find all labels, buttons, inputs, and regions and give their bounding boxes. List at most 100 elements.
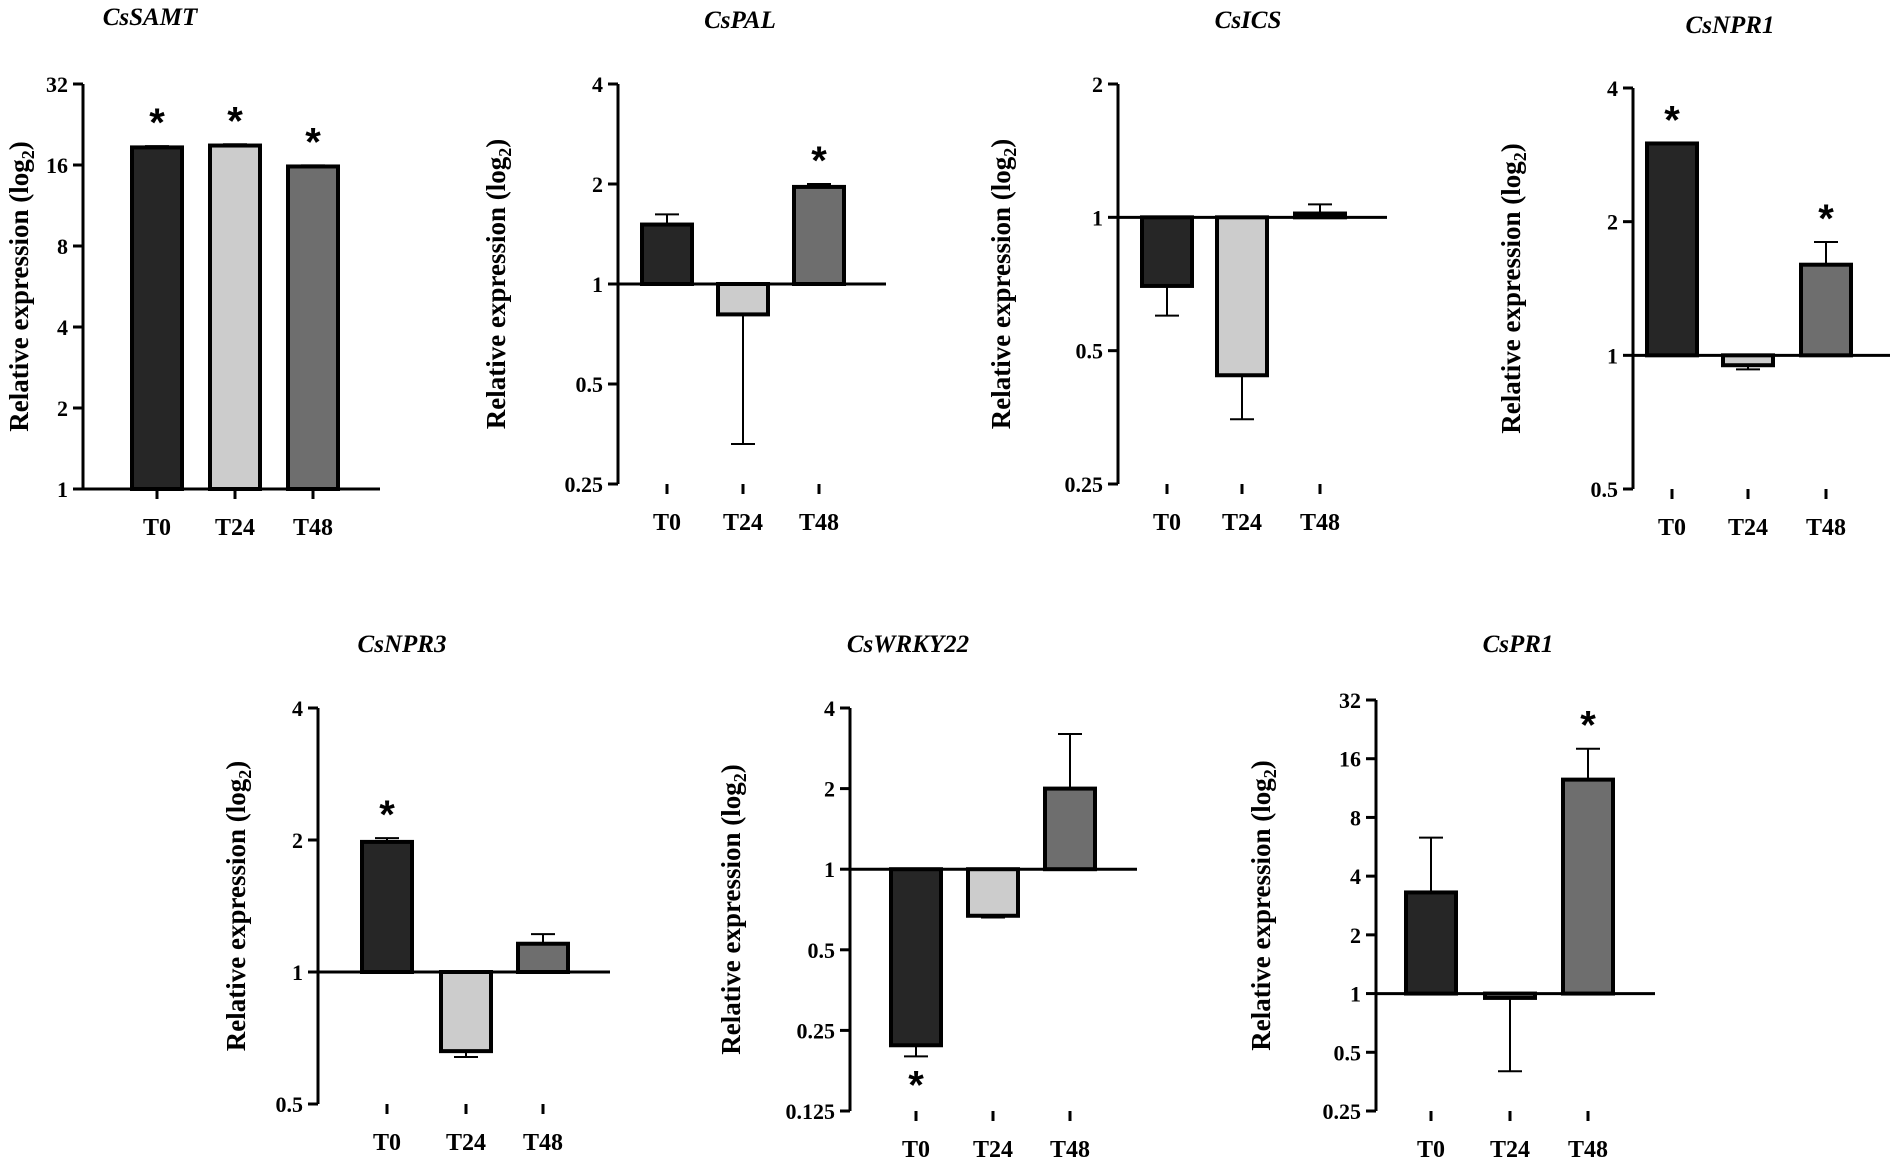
- y-tick-label: 1: [592, 272, 603, 297]
- y-tick-label: 2: [824, 777, 835, 802]
- y-axis-title: Relative expression (log2): [221, 761, 255, 1051]
- chart-panel-cswrky22: CsWRKY22 Relative expression (log2) 0.125 0…: [716, 631, 1137, 1163]
- y-tick-label: 4: [824, 696, 835, 721]
- significance-star: *: [908, 1063, 924, 1107]
- x-tick-label: T24: [1490, 1137, 1530, 1163]
- x-tick-label: T0: [1153, 510, 1181, 536]
- y-tick-label: 4: [592, 72, 603, 97]
- chart-title: CsNPR3: [358, 631, 447, 658]
- y-axis-title: Relative expression (log2): [716, 764, 750, 1054]
- y-tick-label: 2: [1607, 210, 1618, 235]
- y-axis-title: Relative expression (log2): [481, 139, 515, 429]
- x-tick-label: T0: [143, 515, 171, 541]
- chart-panel-csics: CsICS Relative expression (log2) 0.25 0.5 1 2…: [986, 7, 1387, 536]
- significance-star: *: [227, 99, 243, 143]
- x-tick-label: T0: [1417, 1137, 1445, 1163]
- chart-title: CsSAMT: [103, 4, 199, 31]
- bar-t0: [360, 839, 414, 974]
- y-tick-label: 0.5: [276, 1092, 304, 1117]
- y-tick-label: 0.5: [576, 372, 604, 397]
- y-tick-label: 32: [46, 72, 68, 97]
- chart-title: CsNPR1: [1686, 12, 1775, 39]
- significance-star: *: [1818, 197, 1834, 241]
- chart-title: CsPR1: [1483, 631, 1554, 658]
- y-tick-label: 4: [1350, 864, 1361, 889]
- y-axis-title: Relative expression (log2): [1246, 760, 1280, 1050]
- chart-title: CsPAL: [704, 7, 776, 34]
- x-tick-label: T24: [1728, 515, 1768, 541]
- bar-t48: [286, 164, 340, 491]
- y-axis-title: Relative expression (log2): [986, 139, 1020, 429]
- y-axis-title: Relative expression (log2): [1496, 143, 1530, 433]
- y-tick-label: 16: [46, 153, 68, 178]
- y-tick-label: 0.5: [1334, 1040, 1362, 1065]
- y-tick-label: 1: [1350, 982, 1361, 1007]
- x-tick-label: T48: [523, 1130, 563, 1156]
- y-tick-label: 0.25: [1323, 1099, 1362, 1124]
- y-tick-label: 0.25: [565, 472, 604, 497]
- bar-t24: [1215, 215, 1269, 378]
- x-tick-label: T48: [1568, 1137, 1608, 1163]
- x-tick-label: T48: [799, 510, 839, 536]
- y-tick-label: 16: [1339, 747, 1361, 772]
- chart-panel-cspr1: CsPR1 Relative expression (log2) 0.25 0.5 1 2…: [1246, 631, 1655, 1163]
- y-tick-label: 4: [57, 315, 68, 340]
- x-tick-label: T24: [446, 1130, 486, 1156]
- x-tick-label: T0: [373, 1130, 401, 1156]
- bar-t48: [1043, 786, 1097, 872]
- x-tick-label: T48: [1806, 515, 1846, 541]
- y-tick-label: 8: [1350, 805, 1361, 830]
- bar-t48: [792, 184, 846, 286]
- x-tick-label: T24: [973, 1137, 1013, 1163]
- chart-panel-cssamt: CsSAMT Relative expression (log2) 1 2 4 8 16 32…: [4, 4, 380, 541]
- chart-title: CsICS: [1215, 7, 1282, 34]
- chart-title: CsWRKY22: [847, 631, 969, 658]
- bar-t48: [516, 941, 570, 975]
- y-tick-label: 1: [1607, 343, 1618, 368]
- y-tick-label: 1: [57, 477, 68, 502]
- significance-star: *: [149, 101, 165, 145]
- x-tick-label: T0: [653, 510, 681, 536]
- bar-t24: [439, 970, 493, 1054]
- y-tick-label: 1: [292, 960, 303, 985]
- chart-panel-csnpr1: CsNPR1 Relative expression (log2) 0.5 1 2 4 T0…: [1496, 12, 1890, 541]
- y-tick-label: 0.25: [1065, 472, 1104, 497]
- bar-t0: [889, 867, 943, 1048]
- chart-panel-cspal: CsPAL Relative expression (log2) 0.25 0.5 1 2…: [481, 7, 886, 536]
- significance-star: *: [1580, 704, 1596, 748]
- y-tick-label: 8: [57, 234, 68, 259]
- y-tick-label: 2: [57, 396, 68, 421]
- bar-t24: [208, 143, 262, 491]
- y-tick-label: 0.25: [797, 1018, 836, 1043]
- y-tick-label: 2: [592, 172, 603, 197]
- significance-star: *: [379, 793, 395, 837]
- y-tick-label: 1: [1092, 205, 1103, 230]
- bar-t0: [640, 222, 694, 287]
- bar-t24: [716, 282, 770, 317]
- x-tick-label: T0: [1658, 515, 1686, 541]
- bar-t0: [130, 145, 184, 492]
- y-tick-label: 32: [1339, 688, 1361, 713]
- x-tick-label: T24: [215, 515, 255, 541]
- chart-panel-csnpr3: CsNPR3 Relative expression (log2) 0.5 1 2 4 T0…: [221, 631, 610, 1156]
- y-tick-label: 4: [292, 696, 303, 721]
- y-tick-label: 2: [1092, 72, 1103, 97]
- y-tick-label: 2: [292, 828, 303, 853]
- y-tick-label: 0.5: [1076, 339, 1104, 364]
- y-axis-title: Relative expression (log2): [4, 141, 38, 431]
- significance-star: *: [305, 120, 321, 164]
- y-tick-label: 0.5: [808, 938, 836, 963]
- y-tick-label: 1: [824, 857, 835, 882]
- y-tick-label: 0.125: [786, 1099, 836, 1124]
- x-tick-label: T24: [723, 510, 763, 536]
- x-tick-label: T48: [293, 515, 333, 541]
- x-tick-label: T0: [902, 1137, 930, 1163]
- bar-t48: [1561, 777, 1615, 996]
- bar-t0: [1645, 141, 1699, 358]
- bar-t48: [1799, 262, 1853, 358]
- bar-t0: [1404, 890, 1458, 996]
- bar-t0: [1140, 215, 1194, 288]
- y-tick-label: 2: [1350, 923, 1361, 948]
- x-tick-label: T48: [1300, 510, 1340, 536]
